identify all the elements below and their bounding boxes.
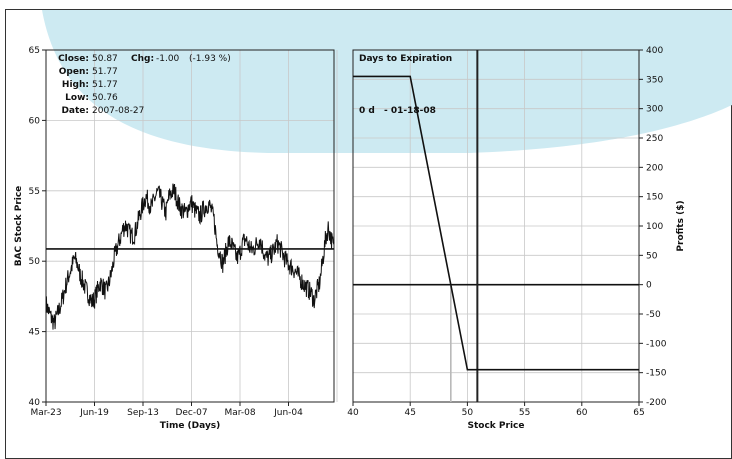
legend-days: 0 d <box>359 106 375 116</box>
profit-x-ticks: 40 45 50 55 60 65 <box>347 402 645 418</box>
price-info-box: Close: 50.87 Chg: -1.00 (-1.93 %) Open: … <box>58 54 231 116</box>
profit-chart-title: Days to Expiration <box>359 54 452 64</box>
profit-y-tick-label: -50 <box>646 310 661 320</box>
price-x-tick-label: Sep-13 <box>127 408 159 418</box>
profit-chart: 40 45 50 55 60 65 -200 -150 -100 -50 0 50 100 150 200… <box>347 46 686 431</box>
profit-y-ticks: -200 -150 -100 -50 0 50 100 150 200 250 300 350 400 <box>639 46 667 408</box>
profit-y-tick-label: 0 <box>646 281 652 291</box>
profit-y-tick-label: 350 <box>646 75 663 85</box>
profit-x-tick-label: 40 <box>347 408 359 418</box>
chg-label: Chg: <box>131 54 154 64</box>
price-grid <box>46 50 338 402</box>
profit-x-tick-label: 60 <box>576 408 588 418</box>
price-x-tick-label: Mar-08 <box>224 408 255 418</box>
price-y-axis-title: BAC Stock Price <box>14 186 24 267</box>
profit-y-tick-label: 100 <box>646 222 663 232</box>
open-label: Open: <box>59 67 89 77</box>
date-label: Date: <box>61 106 89 116</box>
legend-date: - 01-18-08 <box>384 106 436 116</box>
chg-pct: (-1.93 %) <box>189 54 231 64</box>
date-value: 2007-08-27 <box>92 106 144 116</box>
profit-x-tick-label: 55 <box>519 408 530 418</box>
price-y-ticks: 40 45 50 55 60 65 <box>29 46 46 408</box>
profit-y-tick-label: 50 <box>646 251 658 261</box>
profit-y-tick-label: 400 <box>646 46 663 56</box>
low-value: 50.76 <box>92 93 118 103</box>
profit-y-axis-title: Profits ($) <box>676 200 686 251</box>
profit-y-tick-label: -200 <box>646 398 667 408</box>
open-value: 51.77 <box>92 67 118 77</box>
price-y-tick-label: 45 <box>29 328 40 338</box>
price-x-ticks: Mar-23 Jun-19 Sep-13 Dec-07 Mar-08 Jun-04 <box>30 402 303 418</box>
price-x-axis-title: Time (Days) <box>160 421 221 431</box>
price-y-tick-label: 60 <box>29 116 41 126</box>
price-x-tick-label: Jun-04 <box>273 408 303 418</box>
chg-value: -1.00 <box>156 54 180 64</box>
profit-y-tick-label: 300 <box>646 105 663 115</box>
profit-y-tick-label: 150 <box>646 193 663 203</box>
profit-y-tick-label: -150 <box>646 369 667 379</box>
profit-x-tick-label: 45 <box>404 408 415 418</box>
high-label: High: <box>62 80 89 90</box>
price-x-tick-label: Mar-23 <box>30 408 61 418</box>
price-plot-frame <box>45 49 335 403</box>
profit-x-tick-label: 65 <box>633 408 644 418</box>
profit-y-tick-label: 200 <box>646 163 663 173</box>
profit-y-tick-label: -100 <box>646 339 667 349</box>
price-x-tick-label: Jun-19 <box>79 408 109 418</box>
highlight-band <box>6 10 732 153</box>
profit-x-axis-title: Stock Price <box>468 421 525 431</box>
price-x-tick-label: Dec-07 <box>175 408 207 418</box>
profit-series-line <box>353 75 639 371</box>
price-series-line <box>45 183 335 330</box>
price-y-tick-label: 50 <box>29 257 41 267</box>
low-label: Low: <box>65 93 89 103</box>
profit-y-tick-label: 250 <box>646 134 663 144</box>
price-y-tick-label: 40 <box>29 398 41 408</box>
high-value: 51.77 <box>92 80 118 90</box>
profit-x-tick-label: 50 <box>462 408 474 418</box>
close-value: 50.87 <box>92 54 118 64</box>
price-y-tick-label: 55 <box>29 187 40 197</box>
price-y-tick-label: 65 <box>29 46 40 56</box>
close-label: Close: <box>58 54 89 64</box>
